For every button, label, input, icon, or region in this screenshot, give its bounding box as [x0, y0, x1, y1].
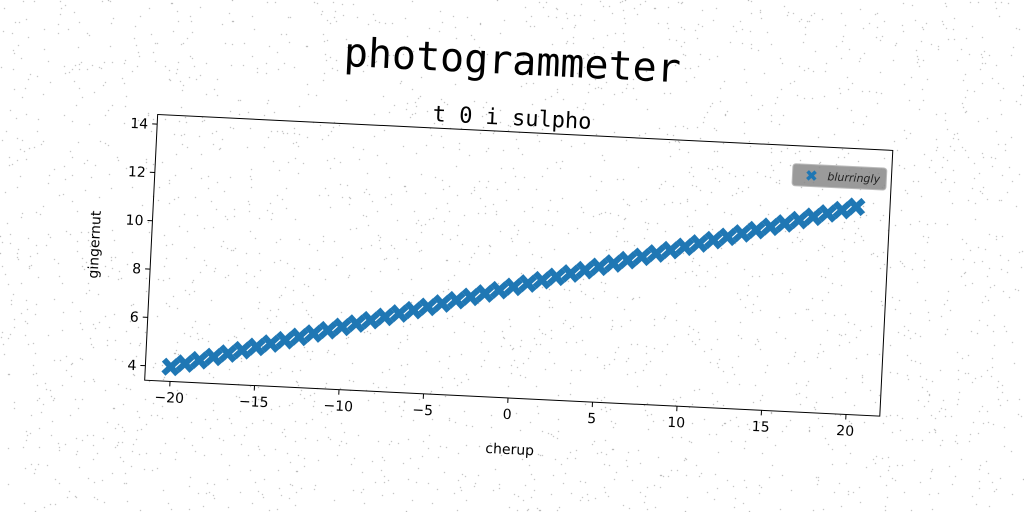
data-point	[589, 257, 609, 277]
x-tick-label: 5	[587, 411, 597, 427]
data-point	[661, 240, 680, 260]
data-point	[318, 320, 338, 340]
x-tick-label: 0	[502, 407, 512, 423]
data-point	[846, 197, 866, 217]
data-point	[461, 287, 480, 307]
data-point	[247, 337, 266, 357]
data-point	[689, 234, 709, 253]
data-point	[375, 307, 395, 327]
data-point	[718, 227, 737, 247]
plot-frame	[144, 113, 894, 417]
x-tick-label: −15	[239, 394, 269, 411]
data-point	[561, 264, 580, 283]
data-point	[389, 304, 409, 323]
data-point	[746, 220, 766, 240]
data-point	[618, 250, 638, 270]
y-tick-label: 4	[127, 358, 137, 374]
data-point	[347, 314, 366, 333]
data-point	[604, 254, 623, 273]
data-point	[675, 237, 695, 257]
x-axis-ticks: −20 −15 −10 −5 0 5 10 15 20	[154, 381, 855, 440]
data-point	[632, 247, 652, 267]
y-tick-label: 8	[132, 261, 142, 277]
y-tick-label: 12	[128, 164, 147, 181]
legend: blurringly	[791, 163, 888, 191]
data-point	[218, 344, 238, 363]
data-point	[832, 200, 852, 220]
data-point	[489, 280, 509, 300]
data-point	[789, 210, 809, 230]
data-point	[575, 260, 595, 280]
legend-marker-icon	[806, 170, 817, 181]
y-axis-ticks: 4 6 8 10 12 14	[125, 116, 158, 374]
data-point	[818, 204, 837, 223]
data-point	[432, 294, 452, 313]
data-point	[546, 267, 566, 287]
y-tick-label: 10	[125, 212, 144, 229]
plot-area: −20 −15 −10 −5 0 5 10 15 20 4 6 8 10 12 14 cherup gin…	[86, 113, 894, 459]
data-point	[361, 310, 380, 330]
data-point	[175, 354, 195, 373]
x-tick-label: −10	[323, 398, 353, 415]
data-point	[704, 230, 723, 250]
y-axis-label: gingernut	[86, 210, 105, 279]
legend-box	[791, 163, 888, 191]
data-point	[232, 340, 252, 360]
data-point	[261, 334, 281, 353]
data-point	[446, 290, 466, 310]
data-point	[332, 317, 352, 337]
data-point	[418, 297, 438, 317]
legend-label: blurringly	[827, 170, 881, 186]
data-point	[161, 357, 181, 377]
data-point	[189, 350, 209, 370]
x-axis-label: cherup	[485, 441, 535, 459]
data-point	[289, 327, 309, 347]
data-point	[304, 324, 323, 343]
data-point	[761, 217, 780, 237]
data-point	[518, 274, 538, 293]
legend-marker	[806, 170, 817, 181]
x-tick-label: 20	[836, 423, 855, 440]
data-point	[475, 284, 495, 303]
y-tick-label: 6	[129, 310, 139, 326]
data-point	[275, 330, 295, 350]
x-tick-label: 10	[667, 415, 686, 432]
data-point	[732, 224, 752, 243]
x-tick-label: −20	[154, 390, 184, 407]
data-points	[161, 197, 866, 377]
data-point	[404, 300, 423, 320]
data-point	[204, 347, 223, 367]
x-tick-label: 15	[751, 419, 770, 436]
x-tick-label: −5	[412, 402, 433, 419]
y-tick-label: 14	[130, 116, 149, 133]
data-point	[775, 214, 795, 233]
data-point	[803, 207, 823, 227]
data-point	[646, 244, 666, 263]
data-point	[532, 270, 552, 290]
data-point	[504, 277, 523, 297]
